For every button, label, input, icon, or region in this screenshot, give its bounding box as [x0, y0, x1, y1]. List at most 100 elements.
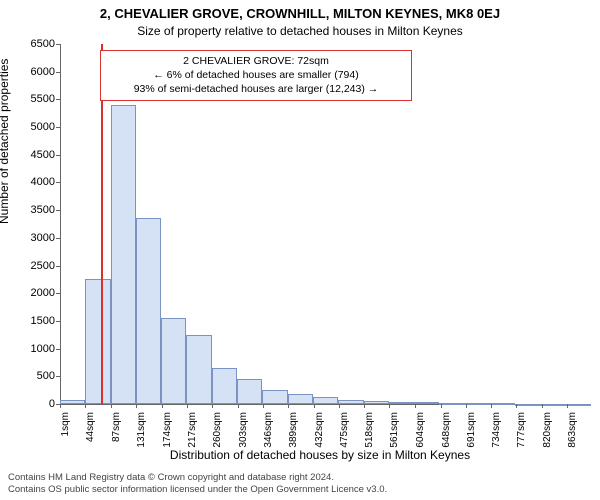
x-tick-label: 518sqm [364, 412, 375, 452]
annotation-box: 2 CHEVALIER GROVE: 72sqm← 6% of detached… [100, 50, 412, 101]
histogram-bar [541, 404, 566, 406]
histogram-bar [389, 402, 414, 404]
x-tick-label: 260sqm [212, 412, 223, 452]
x-tick-mark [187, 404, 188, 408]
annotation-line1: 2 CHEVALIER GROVE: 72sqm [107, 54, 405, 68]
x-tick-label: 561sqm [389, 412, 400, 452]
x-tick-mark [542, 404, 543, 408]
x-tick-mark [263, 404, 264, 408]
histogram-bar [439, 403, 464, 405]
histogram-bar [313, 397, 338, 404]
x-tick-label: 217sqm [187, 412, 198, 452]
x-tick-mark [491, 404, 492, 408]
y-tick-mark [56, 266, 60, 267]
x-tick-mark [111, 404, 112, 408]
chart-title-address: 2, CHEVALIER GROVE, CROWNHILL, MILTON KE… [0, 6, 600, 21]
x-tick-label: 432sqm [314, 412, 325, 452]
x-tick-mark [212, 404, 213, 408]
x-tick-label: 691sqm [466, 412, 477, 452]
histogram-bar [566, 404, 591, 406]
y-tick-mark [56, 238, 60, 239]
footer-line1: Contains HM Land Registry data © Crown c… [8, 472, 387, 484]
x-tick-mark [339, 404, 340, 408]
histogram-bar [364, 401, 389, 404]
y-tick-label: 1000 [5, 343, 55, 355]
chart-title-subtitle: Size of property relative to detached ho… [0, 24, 600, 38]
x-tick-label: 648sqm [441, 412, 452, 452]
y-tick-label: 6500 [5, 38, 55, 50]
x-tick-mark [238, 404, 239, 408]
histogram-bar [490, 403, 515, 405]
x-tick-mark [415, 404, 416, 408]
x-tick-mark [389, 404, 390, 408]
histogram-bar [60, 400, 85, 404]
histogram-bar [212, 368, 237, 404]
histogram-bar [161, 318, 186, 404]
x-tick-mark [60, 404, 61, 408]
y-tick-label: 1500 [5, 315, 55, 327]
y-tick-label: 5000 [5, 121, 55, 133]
histogram-bar [414, 402, 439, 404]
y-tick-mark [56, 127, 60, 128]
y-tick-mark [56, 155, 60, 156]
x-tick-mark [136, 404, 137, 408]
y-tick-label: 6000 [5, 66, 55, 78]
y-axis-label: Number of detached properties [0, 59, 11, 224]
y-tick-mark [56, 321, 60, 322]
x-tick-label: 303sqm [238, 412, 249, 452]
x-tick-label: 346sqm [263, 412, 274, 452]
y-tick-label: 4000 [5, 176, 55, 188]
y-tick-label: 3000 [5, 232, 55, 244]
y-tick-mark [56, 99, 60, 100]
x-tick-label: 863sqm [567, 412, 578, 452]
x-tick-mark [567, 404, 568, 408]
chart-container: { "title_line1": "2, CHEVALIER GROVE, CR… [0, 0, 600, 500]
footer-line2: Contains OS public sector information li… [8, 484, 387, 496]
y-tick-label: 5500 [5, 93, 55, 105]
x-tick-label: 1sqm [60, 412, 71, 452]
y-tick-mark [56, 182, 60, 183]
y-tick-label: 500 [5, 370, 55, 382]
y-tick-label: 2500 [5, 260, 55, 272]
histogram-bar [186, 335, 211, 404]
histogram-bar [237, 379, 262, 404]
x-tick-label: 820sqm [542, 412, 553, 452]
x-tick-mark [85, 404, 86, 408]
y-tick-label: 3500 [5, 204, 55, 216]
x-tick-label: 131sqm [136, 412, 147, 452]
histogram-bar [262, 390, 287, 404]
x-tick-label: 87sqm [111, 412, 122, 452]
annotation-line2: ← 6% of detached houses are smaller (794… [107, 68, 405, 82]
x-tick-mark [288, 404, 289, 408]
x-tick-mark [516, 404, 517, 408]
x-tick-mark [364, 404, 365, 408]
histogram-bar [465, 403, 490, 405]
histogram-bar [85, 279, 110, 404]
y-tick-mark [56, 72, 60, 73]
footer-attribution: Contains HM Land Registry data © Crown c… [8, 472, 387, 496]
x-tick-mark [441, 404, 442, 408]
x-tick-label: 174sqm [162, 412, 173, 452]
x-tick-mark [314, 404, 315, 408]
y-tick-label: 0 [5, 398, 55, 410]
histogram-bar [515, 404, 540, 406]
histogram-bar [136, 218, 161, 404]
y-tick-mark [56, 376, 60, 377]
x-tick-label: 734sqm [491, 412, 502, 452]
y-tick-mark [56, 44, 60, 45]
y-tick-mark [56, 210, 60, 211]
x-tick-label: 44sqm [85, 412, 96, 452]
x-tick-label: 389sqm [288, 412, 299, 452]
histogram-bar [288, 394, 313, 404]
y-tick-label: 2000 [5, 287, 55, 299]
y-tick-mark [56, 293, 60, 294]
y-tick-mark [56, 349, 60, 350]
annotation-line3: 93% of semi-detached houses are larger (… [107, 82, 405, 96]
y-tick-label: 4500 [5, 149, 55, 161]
histogram-bar [338, 400, 363, 404]
x-tick-mark [162, 404, 163, 408]
x-tick-mark [466, 404, 467, 408]
x-tick-label: 604sqm [415, 412, 426, 452]
x-tick-label: 777sqm [516, 412, 527, 452]
histogram-bar [111, 105, 136, 404]
